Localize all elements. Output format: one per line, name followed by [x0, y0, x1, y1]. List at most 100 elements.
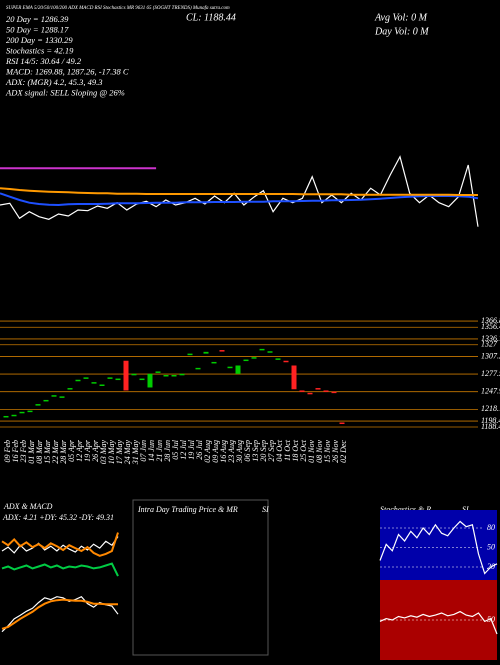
candle [331, 391, 337, 394]
candle [307, 392, 313, 395]
candle [339, 422, 345, 424]
y-tick-label: 1366.88 [481, 316, 500, 325]
header-line: 20 Day = 1286.39 [6, 14, 69, 24]
candle [179, 373, 185, 376]
x-tick-label: 30 Aug [235, 440, 244, 464]
y-tick-label: 1336.71 [481, 334, 500, 343]
x-tick-label: 09 Feb [3, 440, 12, 462]
candle [227, 366, 233, 369]
candle [211, 361, 217, 364]
candle [19, 411, 25, 414]
candle [91, 382, 97, 384]
candle [283, 360, 289, 363]
x-tick-label: 05 Jul [171, 439, 180, 460]
x-tick-label: 10 May [107, 440, 116, 465]
series-line [1, 595, 119, 633]
x-tick-label: 19 Apr [83, 439, 92, 462]
x-tick-label: 12 Apr [75, 439, 84, 462]
candle [35, 404, 41, 406]
series-line [1, 562, 119, 577]
y-tick-label: 1277.57 [481, 369, 500, 378]
series-line [379, 520, 498, 575]
day-volume: Day Vol: 0 M [374, 26, 429, 37]
x-tick-label: 28 Mar [59, 439, 68, 464]
x-tick-label: 07 Jun [139, 440, 148, 462]
x-tick-label: 04 Oct [275, 439, 284, 461]
candle [147, 373, 153, 388]
x-tick-label: 27 Sep [267, 440, 276, 462]
y-tick-label: 50 [487, 542, 495, 551]
candle [43, 399, 49, 402]
candle [99, 384, 105, 386]
candle [267, 351, 273, 353]
x-tick-label: 26 Jul [195, 439, 204, 460]
x-tick-label: 12 Jul [179, 439, 188, 460]
header-line: ADX signal: SELL Sloping @ 26% [5, 87, 125, 97]
header-line: RSI 14/5: 30.64 / 49.2 [5, 56, 82, 66]
stoch-title: Stochastics & R [380, 505, 431, 514]
x-tick-label: 17 May [115, 440, 124, 465]
header-line: 50 Day = 1288.17 [6, 24, 69, 34]
candle [75, 379, 81, 382]
series-line [1, 532, 119, 557]
x-tick-label: 14 Jun [147, 440, 156, 462]
adx-title: ADX & MACD [3, 502, 53, 511]
y-tick-label: 1198.44 [481, 416, 500, 425]
y-tick-label: 1218.15 [481, 404, 500, 413]
candle [107, 377, 113, 379]
candle [139, 378, 145, 381]
candle [11, 414, 17, 417]
candle [243, 359, 249, 362]
candle [83, 377, 89, 379]
candle [315, 388, 321, 390]
candle [187, 353, 193, 356]
header-line: ADX: (MGR) 4.2, 45.3, 49.3 [5, 77, 103, 87]
candle [259, 348, 265, 351]
intraday-title: Intra Day Trading Price & MR [137, 505, 238, 514]
header-line: MACD: 1269.88, 1287.26, -17.38 C [5, 66, 129, 76]
x-tick-label: 08 Mar [35, 439, 44, 464]
candle [195, 367, 201, 370]
series-line [0, 155, 479, 227]
adx-stats: ADX: 4.21 +DY: 45.32 -DY: 49.31 [2, 513, 114, 522]
x-tick-label: 23 Aug [227, 440, 236, 463]
candle [67, 388, 73, 390]
x-tick-label: 02 Aug [203, 440, 212, 463]
x-tick-label: 19 Jul [187, 439, 196, 460]
candle [115, 378, 121, 381]
x-tick-label: 03 May [99, 440, 108, 465]
x-tick-label: 15 Mar [43, 439, 52, 464]
x-tick-label: 21 Jun [155, 440, 164, 462]
header-line: 200 Day = 1330.29 [6, 35, 73, 45]
candle [131, 373, 137, 376]
y-tick-label: 1188.44 [481, 422, 500, 431]
series-line [0, 187, 478, 196]
x-tick-label: 20 Sep [259, 440, 268, 462]
candle [59, 396, 65, 398]
x-tick-label: 13 Sep [251, 440, 260, 462]
series-line [1, 598, 118, 630]
header-line: Stochastics = 42.19 [6, 45, 74, 55]
x-tick-label: 16 Feb [11, 440, 20, 462]
y-tick-label: 1356.42 [481, 322, 500, 331]
candle [299, 390, 305, 392]
x-tick-label: 25 Oct [299, 439, 308, 461]
y-tick-label: 80 [487, 523, 495, 532]
candle [27, 410, 33, 413]
x-tick-label: 08 Nov [315, 440, 324, 463]
series-line [379, 610, 498, 635]
x-tick-label: 18 Oct [291, 439, 300, 461]
x-tick-label: 16 Aug [219, 440, 228, 463]
stoch-si: SI [462, 505, 469, 514]
avg-volume: Avg Vol: 0 M [374, 12, 428, 23]
candle [235, 365, 241, 374]
x-tick-label: 26 Nov [331, 440, 340, 463]
candle [219, 350, 225, 352]
close-price: CL: 1188.44 [186, 12, 236, 23]
x-tick-label: 15 Nov [323, 440, 332, 463]
x-tick-label: 26 Apr [91, 439, 100, 462]
x-tick-label: 28 Jun [163, 440, 172, 462]
x-tick-label: 24 May [123, 440, 132, 465]
x-tick-label: 09 Aug [211, 440, 220, 463]
